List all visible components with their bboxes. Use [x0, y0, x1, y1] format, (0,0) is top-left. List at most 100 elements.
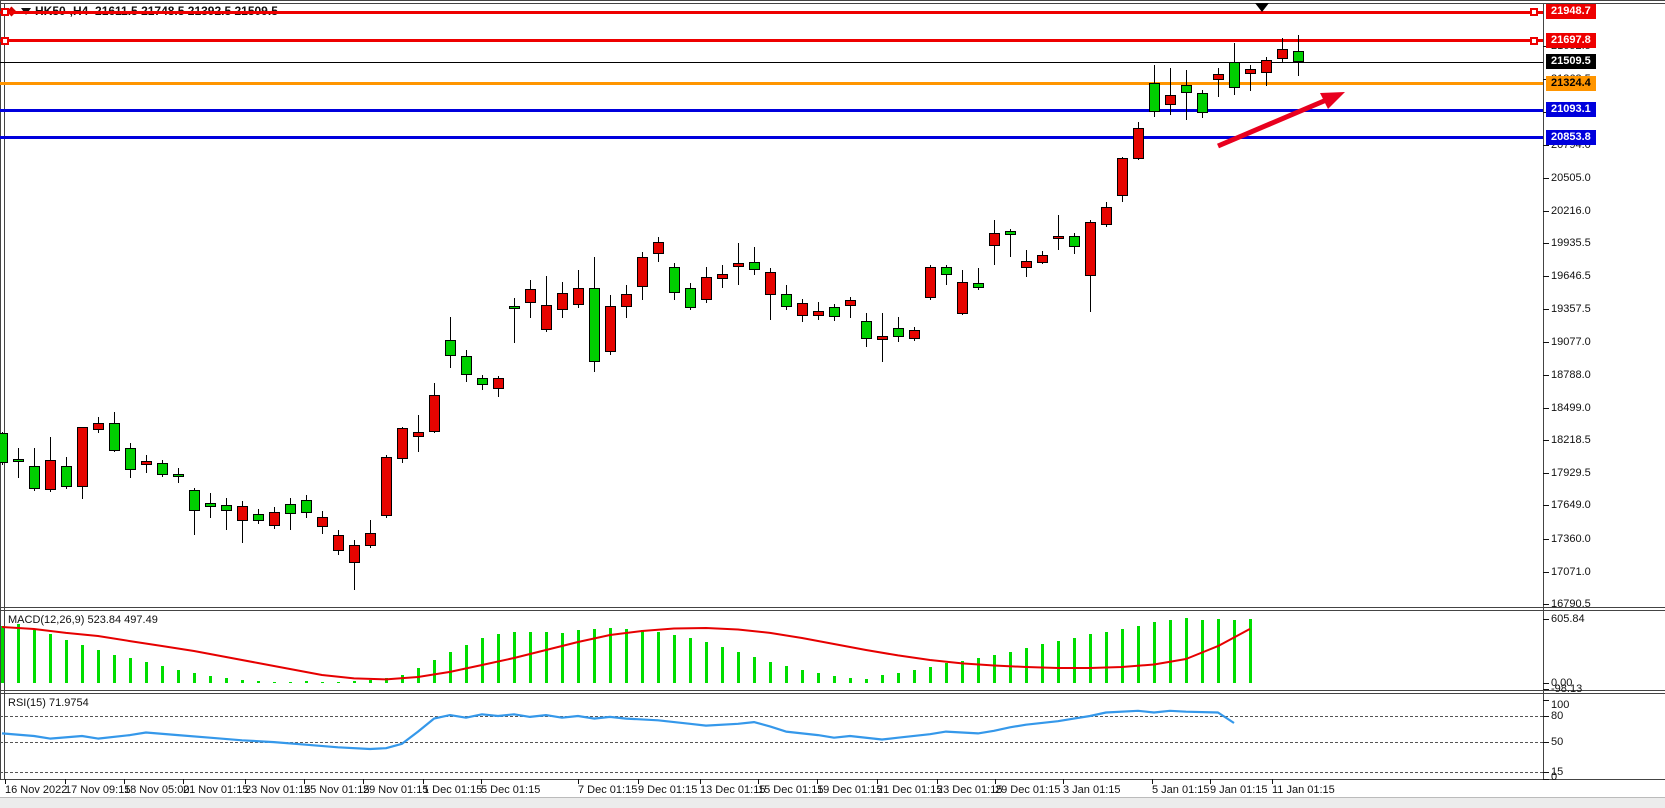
candle-body	[701, 276, 712, 301]
candle-body	[333, 534, 344, 551]
time-tick-label: 21 Dec 01:15	[877, 784, 943, 796]
macd-histogram-bar	[961, 660, 964, 683]
macd-histogram-bar	[913, 669, 916, 683]
candle-body	[957, 282, 968, 315]
line-end-marker[interactable]	[1, 36, 9, 45]
macd-histogram-bar	[177, 669, 180, 683]
time-tick-dash	[758, 779, 759, 784]
pane-border	[0, 779, 1665, 780]
time-tick-label: 18 Nov 05:00	[124, 784, 190, 796]
macd-histogram-bar	[849, 677, 852, 683]
macd-histogram-bar	[1233, 620, 1236, 683]
macd-histogram-bar	[81, 644, 84, 683]
macd-histogram-bar	[673, 635, 676, 683]
rsi-level-line	[0, 772, 1543, 774]
price-tick-label: 16790.5	[1551, 597, 1591, 610]
macd-histogram-bar	[497, 634, 500, 683]
candle-body	[637, 256, 648, 288]
macd-histogram-bar	[161, 666, 164, 683]
macd-histogram-bar	[289, 682, 292, 684]
price-tick-dash	[1543, 144, 1549, 146]
candle-wick	[850, 297, 851, 319]
candle-body	[829, 307, 840, 318]
candle-body	[477, 377, 488, 385]
horizontal-line-21093.1[interactable]	[0, 108, 1543, 112]
macd-histogram-bar	[1217, 619, 1220, 683]
macd-histogram-bar	[1185, 618, 1188, 683]
candle-body	[285, 503, 296, 514]
candle-body	[189, 489, 200, 511]
candle-body	[749, 262, 760, 270]
macd-histogram-bar	[593, 629, 596, 683]
candle-body	[589, 287, 600, 362]
horizontal-line-21324.4[interactable]	[0, 82, 1543, 86]
time-tick-label: 23 Nov 01:15	[245, 784, 311, 796]
arrow-down-marker[interactable]	[1255, 3, 1269, 12]
time-tick-dash	[1152, 779, 1153, 784]
macd-histogram-bar	[561, 632, 564, 683]
trend-arrow-head[interactable]	[1320, 92, 1345, 109]
line-end-marker[interactable]	[1, 8, 9, 16]
macd-axis-dash	[1543, 689, 1549, 690]
macd-axis-dash	[1543, 683, 1549, 684]
price-tick-label: 19357.5	[1551, 303, 1591, 316]
rsi-axis-label: 50	[1551, 736, 1564, 749]
macd-histogram-bar	[1073, 637, 1076, 683]
macd-histogram-bar	[417, 667, 420, 683]
horizontal-line-21948.7[interactable]	[0, 10, 1543, 14]
macd-histogram-bar	[977, 658, 980, 683]
macd-axis-label: 605.84	[1551, 613, 1585, 625]
candle-body	[717, 273, 728, 280]
horizontal-line-20853.8[interactable]	[0, 136, 1543, 140]
price-tick-label: 20505.0	[1551, 171, 1591, 184]
time-tick-dash	[245, 779, 246, 784]
macd-histogram-bar	[353, 681, 356, 683]
pane-border	[0, 0, 1665, 1]
candle-body	[381, 457, 392, 517]
horizontal-line-21697.8[interactable]	[0, 39, 1543, 43]
candle-body	[797, 303, 808, 316]
pane-border	[0, 3, 1665, 4]
candle-body	[365, 533, 376, 546]
price-tick-label: 18788.0	[1551, 368, 1591, 381]
candle-wick	[514, 297, 515, 343]
macd-indicator-label: MACD(12,26,9) 523.84 497.49	[8, 614, 158, 626]
macd-histogram-bar	[465, 644, 468, 683]
candle-body	[1037, 255, 1048, 263]
candle-body	[397, 428, 408, 459]
macd-histogram-bar	[1105, 631, 1108, 683]
rsi-axis-label: 100	[1551, 699, 1570, 711]
macd-histogram-bar	[481, 637, 484, 683]
bottom-strip	[0, 797, 1665, 808]
candle-body	[941, 266, 952, 275]
candle-body	[349, 544, 360, 563]
line-end-marker[interactable]	[1530, 36, 1538, 45]
candle-body	[1165, 95, 1176, 106]
pane-border	[0, 610, 1665, 611]
price-tick-dash	[1543, 603, 1549, 605]
candle-body	[1261, 60, 1272, 73]
candle-body	[1197, 92, 1208, 114]
time-tick-dash	[700, 779, 701, 784]
price-tick-label: 19935.5	[1551, 237, 1591, 250]
candle-body	[45, 460, 56, 490]
horizontal-line-21509.5[interactable]	[0, 61, 1543, 63]
price-tick-dash	[1543, 571, 1549, 573]
candle-body	[653, 242, 664, 254]
candle-body	[1053, 235, 1064, 239]
candle-wick	[226, 498, 227, 531]
candle-body	[317, 516, 328, 527]
candle-body	[1101, 206, 1112, 225]
macd-histogram-bar	[1057, 641, 1060, 683]
line-end-marker[interactable]	[1530, 8, 1538, 16]
time-tick-label: 15 Dec 01:15	[758, 784, 824, 796]
rsi-axis-dash	[1543, 742, 1549, 744]
pane-border	[0, 690, 1665, 691]
price-tick-label: 17929.5	[1551, 467, 1591, 480]
candle-wick	[1250, 64, 1251, 92]
candle-body	[205, 502, 216, 507]
rsi-indicator-label: RSI(15) 71.9754	[8, 697, 89, 709]
rsi-axis-dash	[1543, 772, 1549, 774]
candle-wick	[1218, 67, 1219, 97]
candle-body	[269, 512, 280, 526]
